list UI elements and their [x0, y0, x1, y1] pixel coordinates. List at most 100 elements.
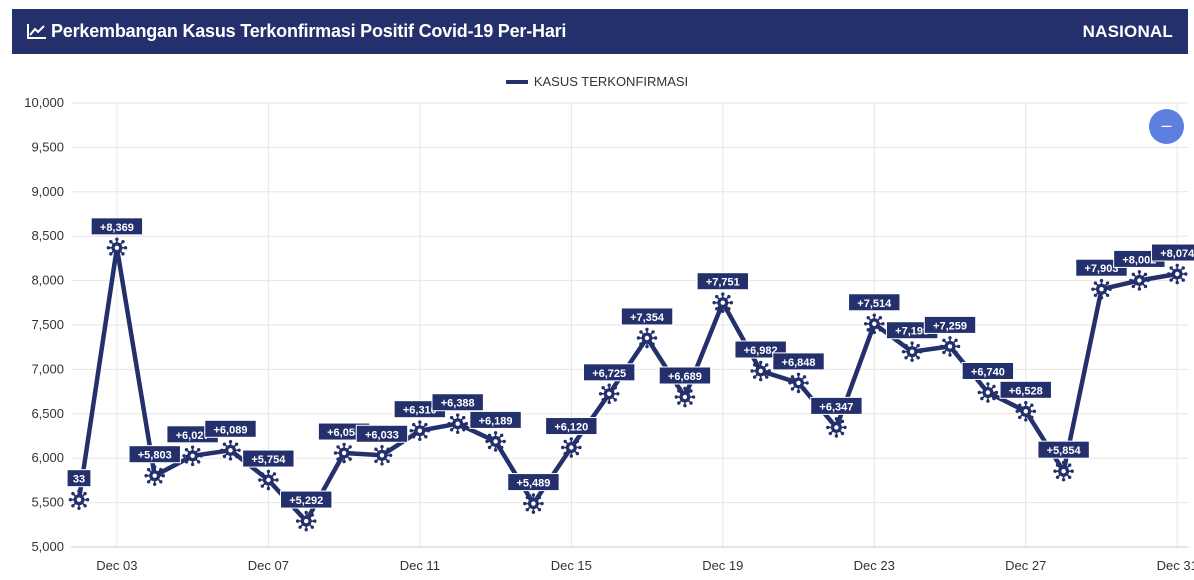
data-label-text: +6,310 — [403, 405, 437, 417]
y-tick-label: 6,500 — [31, 406, 64, 421]
data-label-text: +6,089 — [214, 424, 248, 436]
data-label-text: +8,074 — [1160, 248, 1194, 260]
data-point-virus-icon[interactable] — [788, 372, 809, 394]
data-label-box — [545, 417, 598, 436]
data-label-text: +7,751 — [706, 277, 740, 289]
data-label-box — [280, 490, 333, 509]
data-point-virus-icon[interactable] — [561, 437, 582, 458]
data-label-box — [66, 469, 92, 488]
data-point-virus-icon[interactable] — [333, 442, 355, 464]
data-label-text: +6,347 — [819, 401, 853, 413]
data-point-virus-icon[interactable] — [750, 360, 771, 382]
data-point-virus-icon[interactable] — [409, 420, 431, 441]
y-tick-label: 8,500 — [31, 228, 64, 243]
data-point-virus-icon[interactable] — [447, 413, 468, 434]
data-label: +6,033 — [355, 424, 409, 443]
data-point-virus-icon[interactable] — [106, 237, 128, 259]
data-label-text: +6,189 — [479, 415, 513, 427]
data-label-box — [848, 293, 901, 312]
data-point-virus-icon[interactable] — [1015, 401, 1037, 422]
data-point-virus-icon[interactable] — [371, 445, 393, 466]
data-point-virus-icon[interactable] — [712, 292, 734, 313]
data-point-virus-icon[interactable] — [826, 417, 847, 438]
data-label-text: +6,848 — [782, 357, 816, 369]
data-label-text: +5,754 — [251, 454, 286, 466]
data-point-virus-icon[interactable] — [220, 440, 241, 461]
data-label-box — [696, 272, 749, 291]
chart-legend[interactable]: KASUS TERKONFIRMASI — [0, 74, 1194, 89]
zoom-reset-button[interactable]: – — [1149, 109, 1184, 144]
data-label-text: +6,027 — [176, 430, 210, 442]
data-label: +6,725 — [582, 363, 636, 382]
data-label: 33 — [66, 469, 92, 488]
data-label-box — [507, 473, 560, 492]
data-label: +5,292 — [280, 490, 333, 509]
data-label: +5,854 — [1037, 440, 1090, 459]
data-label: +6,347 — [810, 396, 863, 415]
data-point-virus-icon[interactable] — [182, 445, 203, 467]
x-tick-label: Dec 23 — [854, 558, 895, 573]
line-chart-icon — [27, 24, 46, 39]
data-label: +6,848 — [772, 352, 825, 371]
data-label-text: +6,725 — [592, 368, 626, 380]
y-tick-label: 7,000 — [31, 361, 64, 376]
data-label-box — [772, 352, 825, 371]
data-point-virus-icon[interactable] — [1053, 460, 1074, 482]
data-label-text: +5,292 — [289, 495, 323, 507]
x-tick-label: Dec 31 — [1157, 558, 1194, 573]
data-point-virus-icon[interactable] — [258, 469, 279, 491]
data-label-box — [999, 380, 1052, 399]
data-label-box — [961, 361, 1015, 380]
data-point-virus-icon[interactable] — [144, 465, 165, 486]
data-point-virus-icon[interactable] — [1091, 278, 1112, 300]
data-label: +7,259 — [923, 315, 977, 334]
data-label-box — [810, 396, 863, 415]
data-point-virus-icon[interactable] — [523, 493, 544, 514]
data-label-text: +6,689 — [668, 371, 702, 383]
data-label-text: +8,369 — [100, 222, 134, 234]
data-point-virus-icon[interactable] — [977, 382, 999, 403]
data-label-text: +7,259 — [933, 320, 967, 332]
data-label-box — [923, 315, 977, 334]
data-label-box — [204, 419, 257, 438]
x-tick-label: Dec 07 — [248, 558, 289, 573]
y-tick-label: 8,000 — [31, 273, 64, 288]
data-label-text: +7,199 — [895, 326, 929, 338]
data-label: +6,120 — [545, 417, 598, 436]
x-tick-label: Dec 27 — [1005, 558, 1046, 573]
data-label: +7,354 — [620, 307, 674, 326]
data-point-virus-icon[interactable] — [295, 510, 317, 532]
scope-label: NASIONAL — [1082, 21, 1173, 41]
data-label: +5,803 — [128, 445, 181, 464]
data-label-text: +6,058 — [327, 427, 361, 439]
chart-title: Perkembangan Kasus Terkonfirmasi Positif… — [51, 21, 567, 41]
data-label-text: +5,803 — [138, 450, 172, 462]
data-point-virus-icon[interactable] — [636, 327, 658, 349]
data-label-text: +6,982 — [744, 345, 778, 357]
x-tick-label: Dec 11 — [400, 558, 440, 573]
data-label: +6,388 — [431, 393, 484, 412]
data-label-text: +6,388 — [441, 398, 475, 410]
data-point-virus-icon[interactable] — [674, 386, 696, 408]
data-point-virus-icon[interactable] — [68, 489, 90, 510]
data-label-text: +6,740 — [971, 366, 1005, 378]
data-label-box — [620, 307, 674, 326]
data-label-box — [469, 410, 522, 429]
x-tick-label: Dec 15 — [551, 558, 592, 573]
legend-swatch — [505, 79, 528, 84]
data-point-virus-icon[interactable] — [485, 431, 506, 452]
data-point-virus-icon[interactable] — [864, 313, 885, 335]
data-label-box — [431, 393, 484, 412]
data-label-text: +6,528 — [1009, 385, 1043, 397]
data-label-text: 33 — [73, 474, 85, 486]
data-label-box — [242, 449, 295, 468]
data-label-text: +8,002 — [1122, 254, 1156, 266]
data-point-virus-icon[interactable] — [1129, 270, 1150, 291]
data-point-virus-icon[interactable] — [598, 383, 620, 405]
data-label-box — [1037, 440, 1090, 459]
data-point-virus-icon[interactable] — [1166, 263, 1188, 285]
data-point-virus-icon[interactable] — [901, 341, 923, 362]
data-point-virus-icon[interactable] — [939, 336, 961, 357]
data-label-box — [90, 217, 144, 236]
